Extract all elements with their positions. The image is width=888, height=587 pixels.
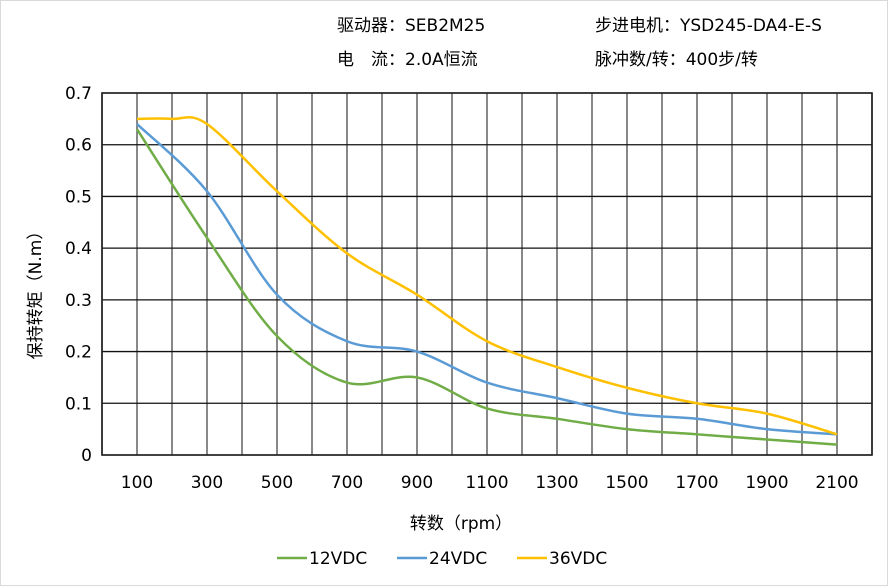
x-tick-label: 900 [401,473,433,493]
series-line-24VDC [136,123,838,436]
driver-label: 驱动器：SEB2M25 [337,16,486,36]
x-axis-label: 转数（rpm） [410,514,512,534]
x-tick-label: 300 [191,473,223,493]
x-tick-label: 1100 [465,473,508,493]
x-tick-label: 1300 [535,473,578,493]
x-tick-label: 1900 [745,473,788,493]
series-line-12VDC [135,128,838,446]
y-tick-label: 0.2 [65,343,92,363]
x-tick-label: 100 [121,473,153,493]
legend-label: 12VDC [309,549,367,569]
pulses-label: 脉冲数/转：400步/转 [595,50,758,70]
y-tick-label: 0.5 [65,187,92,207]
plot-border [101,92,873,456]
series-line-36VDC [136,115,838,436]
y-tick-label: 0.3 [65,291,92,311]
x-tick-label: 1700 [675,473,718,493]
y-tick-label: 0 [81,446,92,466]
y-tick-label: 0.6 [65,136,92,156]
legend-label: 24VDC [429,549,487,569]
current-label: 电 流：2.0A恒流 [337,50,478,70]
x-tick-label: 700 [331,473,363,493]
x-tick-label: 500 [261,473,293,493]
legend-label: 36VDC [549,549,607,569]
x-tick-label: 2100 [815,473,858,493]
motor-label: 步进电机：YSD245-DA4-E-S [595,16,822,36]
y-tick-label: 0.1 [65,394,92,414]
x-tick-label: 1500 [605,473,648,493]
y-tick-label: 0.7 [65,84,92,104]
y-axis-label: 保持转矩（N.m） [26,223,46,360]
y-tick-label: 0.4 [65,239,92,259]
